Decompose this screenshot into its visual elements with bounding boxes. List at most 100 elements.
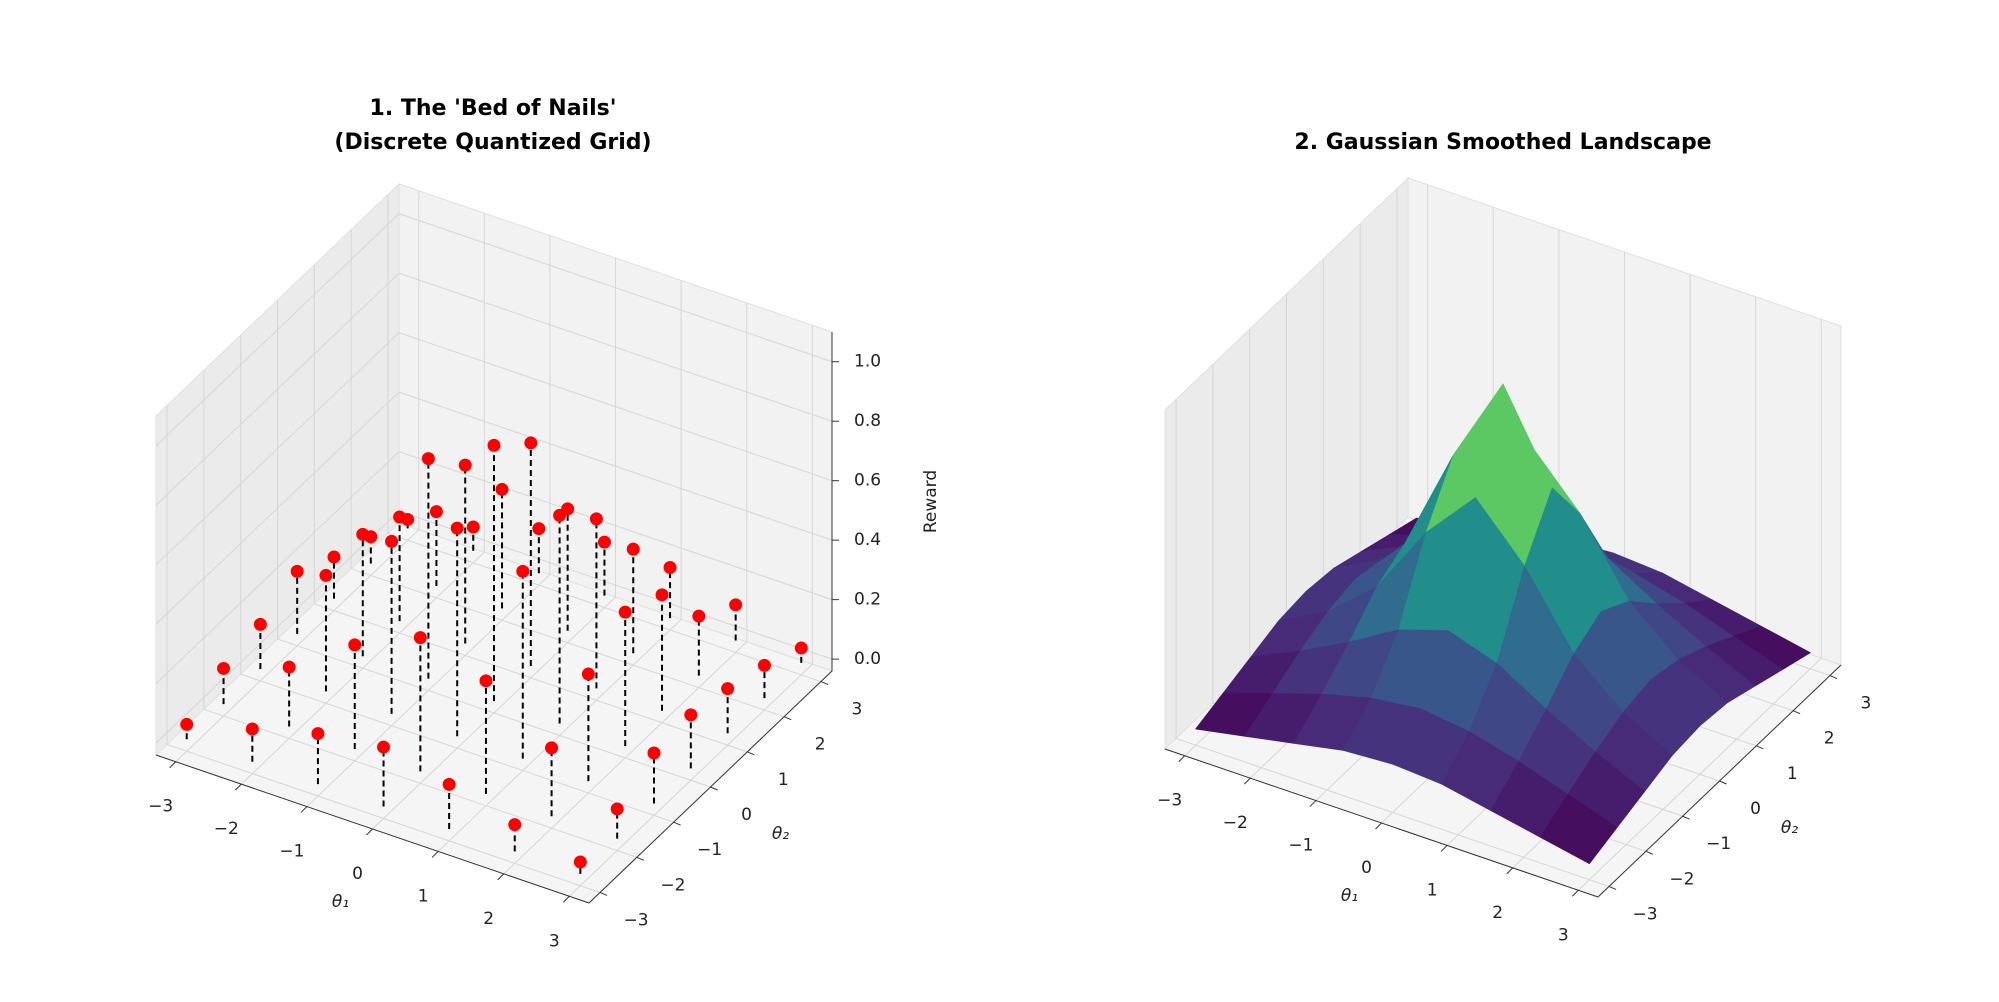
point	[794, 641, 808, 655]
tick-mark	[234, 783, 242, 791]
x-tick-label: 2	[483, 909, 494, 929]
y-tick-label: −1	[1706, 834, 1731, 854]
x-tick-label: −1	[279, 842, 304, 862]
point	[356, 527, 370, 541]
y-axis-label: θ₂	[772, 824, 789, 844]
grid-line	[155, 451, 400, 684]
x-tick-label: 1	[1427, 880, 1438, 900]
point	[253, 617, 267, 631]
x-tick-label: −2	[1223, 813, 1248, 833]
point	[721, 682, 735, 696]
y-tick-label: 3	[1861, 694, 1872, 714]
x-tick-label: −2	[214, 819, 239, 839]
tick-mark	[1178, 755, 1186, 763]
point	[458, 458, 472, 472]
grid-line	[240, 673, 674, 823]
point	[377, 740, 391, 754]
grid-line	[166, 743, 601, 893]
tick-mark	[1792, 710, 1801, 715]
y-tick-label: 1	[778, 770, 789, 790]
point	[429, 505, 443, 519]
subplot: −3 −2 −1 0 1 2 3 −3 −2 −1 0 1 2 3 0.0 0.2 0.4 0.6 0.8 1.0 θ₁…	[148, 96, 941, 951]
y-tick-label: −2	[660, 875, 685, 895]
point	[597, 535, 611, 549]
point	[348, 638, 362, 652]
tick-mark	[169, 761, 177, 769]
z-tick-label: 0.2	[854, 590, 881, 610]
tick-mark	[366, 828, 373, 836]
point	[413, 631, 427, 645]
point	[757, 658, 771, 672]
point	[545, 741, 559, 755]
point	[217, 661, 231, 675]
x-tick-label: 2	[1492, 903, 1503, 923]
y-tick-label: −3	[1633, 904, 1658, 924]
y-tick-label: −3	[624, 910, 649, 930]
point	[290, 564, 304, 578]
x-tick-label: 1	[418, 886, 429, 906]
point	[282, 660, 296, 674]
x-axis-label: θ₁	[332, 892, 349, 912]
tick-mark	[1571, 889, 1579, 897]
y-axis-label: θ₂	[1781, 818, 1798, 838]
x-tick-label: 0	[352, 864, 363, 884]
point	[319, 568, 333, 582]
x-tick-label: −1	[1288, 836, 1313, 856]
y-tick-label: 1	[1787, 764, 1798, 784]
point	[729, 598, 743, 612]
chart-title: 2. Gaussian Smoothed Landscape	[1294, 130, 1711, 155]
tick-mark	[1719, 780, 1727, 785]
point	[479, 674, 493, 688]
x-tick-label: −3	[148, 797, 173, 817]
point	[385, 534, 399, 548]
grid-line	[398, 213, 833, 363]
grid-line	[398, 510, 833, 660]
tick-mark	[636, 856, 645, 861]
y-tick-label: 2	[1824, 729, 1835, 749]
y-tick-label: 3	[852, 700, 863, 720]
tick-mark	[1243, 777, 1251, 785]
chart-title: 1. The 'Bed of Nails'	[370, 96, 617, 121]
tick-mark	[710, 786, 718, 791]
grid-line	[155, 272, 400, 506]
x-tick-label: 0	[1361, 858, 1372, 878]
tick-mark	[1608, 885, 1617, 890]
x-tick-label: 3	[549, 931, 560, 951]
point	[692, 609, 706, 623]
tick-mark	[431, 851, 439, 858]
tick-mark	[1645, 850, 1654, 855]
point	[553, 508, 567, 522]
tick-mark	[1506, 867, 1514, 875]
point	[442, 777, 456, 791]
tick-mark	[783, 716, 792, 721]
point	[581, 667, 595, 681]
point	[684, 708, 698, 722]
point	[393, 510, 407, 524]
x-axis-label: θ₁	[1341, 886, 1358, 906]
point	[327, 550, 341, 564]
grid-line	[398, 332, 833, 482]
grid-line	[1175, 737, 1610, 887]
tick-mark	[1375, 822, 1382, 830]
grid-line	[155, 213, 400, 447]
point	[626, 542, 640, 556]
point	[516, 564, 530, 578]
tick-mark	[673, 821, 681, 826]
z-tick-label: 0.0	[854, 649, 881, 669]
x-tick-label: −3	[1157, 791, 1182, 811]
y-tick-label: −1	[697, 840, 722, 860]
tick-mark	[747, 751, 755, 756]
z-tick-label: 0.8	[854, 411, 881, 431]
z-tick-label: 0.6	[854, 471, 881, 491]
z-tick-label: 0.4	[854, 530, 881, 550]
point	[508, 818, 522, 832]
tick-mark	[562, 895, 570, 903]
point	[532, 522, 546, 536]
grid-line	[314, 603, 748, 753]
chart-title: (Discrete Quantized Grid)	[334, 130, 651, 155]
point	[663, 561, 677, 575]
point	[421, 452, 435, 466]
y-tick-label: −2	[1669, 869, 1694, 889]
tick-mark	[1682, 815, 1690, 820]
